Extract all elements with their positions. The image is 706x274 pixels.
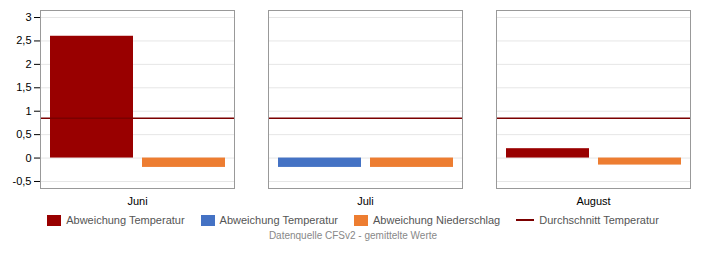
svg-text:August: August: [576, 195, 610, 207]
svg-text:1: 1: [25, 105, 31, 117]
html-text:Durchschnitt Temperatur: Durchschnitt Temperatur: [539, 214, 659, 226]
html-text:Abweichung Temperatur: Abweichung Temperatur: [66, 214, 185, 226]
svg-text:0,5: 0,5: [16, 128, 31, 140]
svg-text:-0,5: -0,5: [13, 175, 32, 187]
svg-text:2,5: 2,5: [16, 34, 31, 46]
html-text:Abweichung Niederschlag: Abweichung Niederschlag: [373, 214, 501, 226]
svg-text:Juli: Juli: [357, 195, 374, 207]
svg-text:1,5: 1,5: [16, 81, 31, 93]
html-text:Abweichung Temperatur: Abweichung Temperatur: [219, 214, 338, 226]
html-text:Datenquelle CFSv2 - gemittelte: Datenquelle CFSv2 - gemittelte Werte: [268, 230, 438, 241]
svg-text:Juni: Juni: [127, 195, 147, 207]
svg-text:2: 2: [25, 58, 31, 70]
svg-text:0: 0: [25, 152, 31, 164]
svg-text:3: 3: [25, 11, 31, 23]
